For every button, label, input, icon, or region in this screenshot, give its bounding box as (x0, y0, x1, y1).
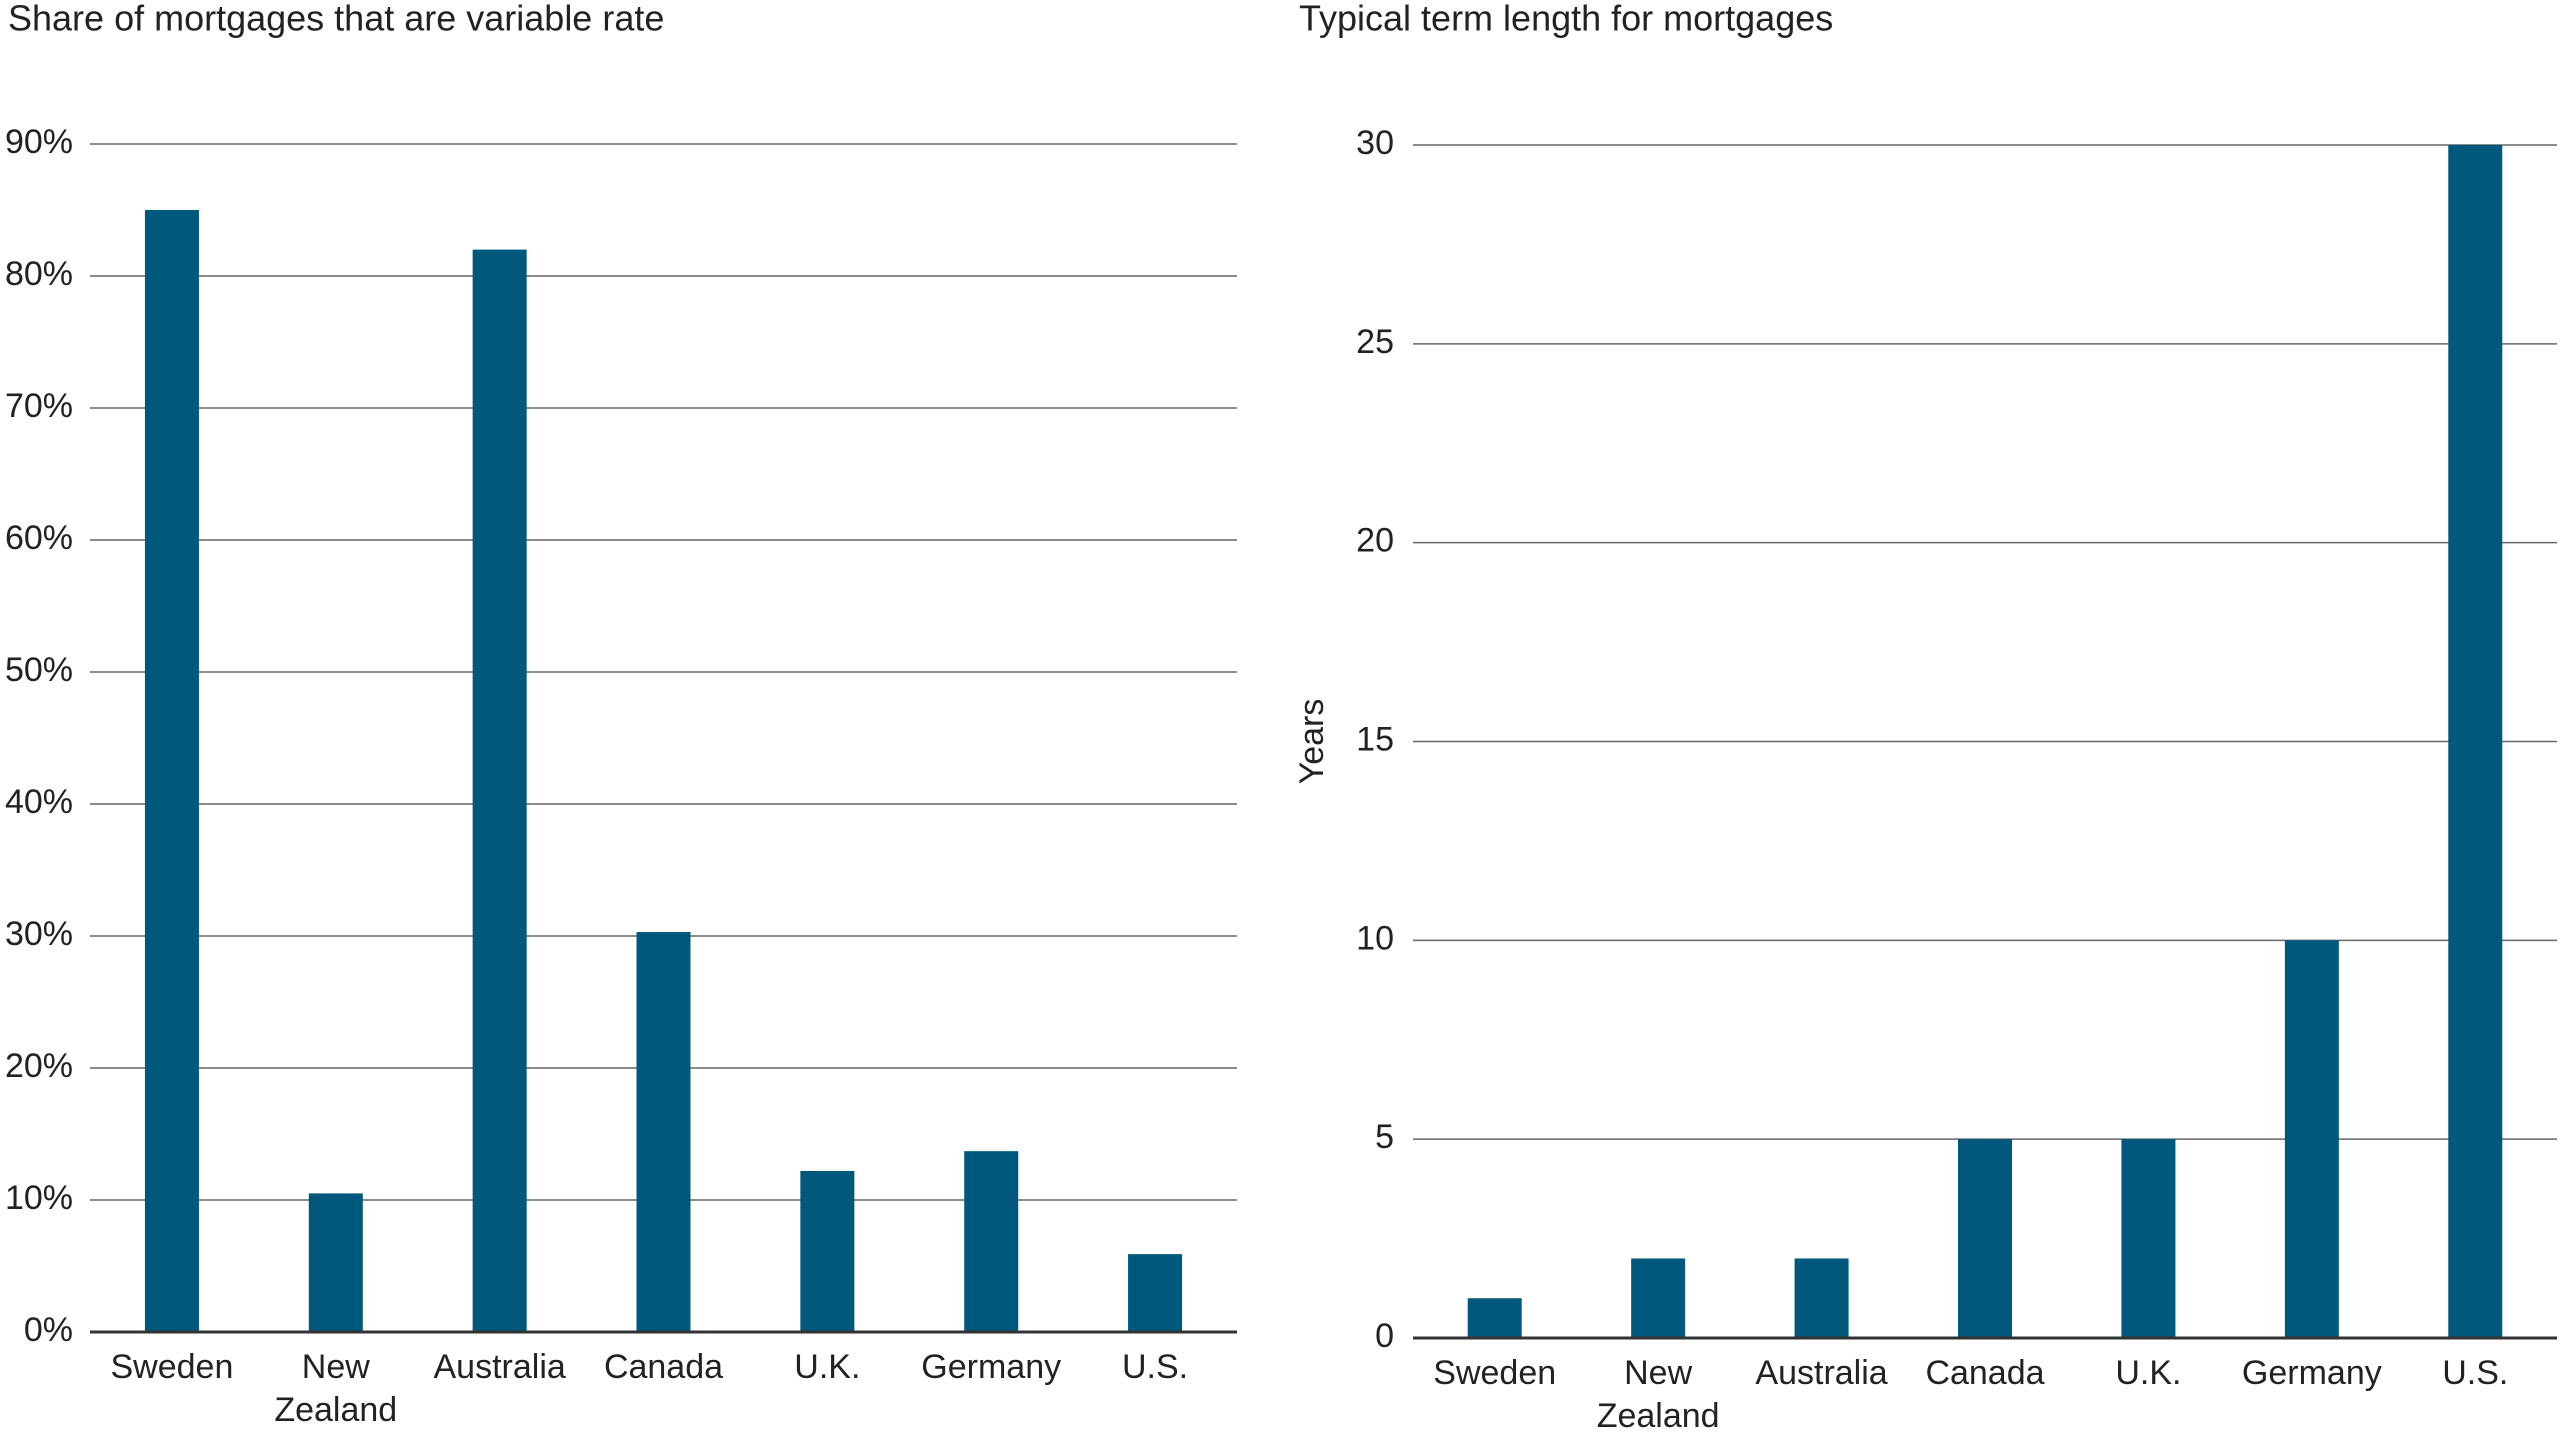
y-tick-label: 80% (5, 255, 73, 293)
y-tick-label: 90% (5, 123, 73, 161)
y-tick-label: 20 (1356, 522, 1394, 560)
x-tick-label: New Zealand (274, 1348, 398, 1429)
y-tick-label: 40% (5, 783, 73, 821)
y-tick-label: 70% (5, 387, 73, 425)
y-tick-label: 60% (5, 519, 73, 557)
x-tick-label: Canada (603, 1348, 724, 1386)
bar (1631, 1258, 1686, 1338)
x-tick-label: Sweden (110, 1348, 234, 1386)
x-tick-label: U.S. (1122, 1348, 1189, 1386)
x-tick-label: Australia (1755, 1354, 1888, 1392)
bar (144, 210, 199, 1332)
x-tick-label: New Zealand (1596, 1354, 1720, 1435)
x-tick-label: U.K. (794, 1348, 861, 1386)
x-tick-label: Canada (1925, 1354, 2045, 1392)
y-tick-label: 10% (5, 1179, 73, 1217)
y-tick-label: 30 (1356, 124, 1394, 162)
bar (1128, 1254, 1183, 1332)
bar (2284, 940, 2339, 1338)
bar (2121, 1139, 2176, 1338)
y-tick-label: 15 (1356, 720, 1394, 758)
x-tick-label: Sweden (1433, 1354, 1557, 1392)
bar (636, 932, 691, 1332)
bar (2448, 145, 2503, 1338)
bar (964, 1151, 1019, 1332)
bar (472, 249, 527, 1333)
x-tick-label: Germany (2241, 1354, 2382, 1392)
bar (1794, 1258, 1849, 1338)
y-tick-label: 0% (24, 1311, 73, 1349)
chart-title: Typical term length for mortgages (1299, 0, 1833, 39)
bar (800, 1170, 855, 1332)
y-tick-label: 50% (5, 651, 73, 689)
bar (1958, 1139, 2012, 1338)
x-tick-label: Australia (433, 1348, 566, 1386)
bar (308, 1193, 363, 1332)
y-axis-label: Years (1293, 699, 1331, 785)
x-tick-label: U.K. (2115, 1354, 2182, 1392)
y-tick-label: 10 (1356, 919, 1394, 957)
y-tick-label: 0 (1375, 1317, 1394, 1355)
y-tick-label: 20% (5, 1047, 73, 1085)
y-tick-label: 25 (1356, 323, 1394, 361)
x-tick-label: U.S. (2442, 1354, 2509, 1392)
y-tick-label: 30% (5, 915, 73, 953)
chart-title: Share of mortgages that are variable rat… (8, 0, 664, 39)
x-tick-label: Germany (921, 1348, 1062, 1386)
bar (1467, 1298, 1522, 1338)
y-tick-label: 5 (1375, 1118, 1394, 1156)
